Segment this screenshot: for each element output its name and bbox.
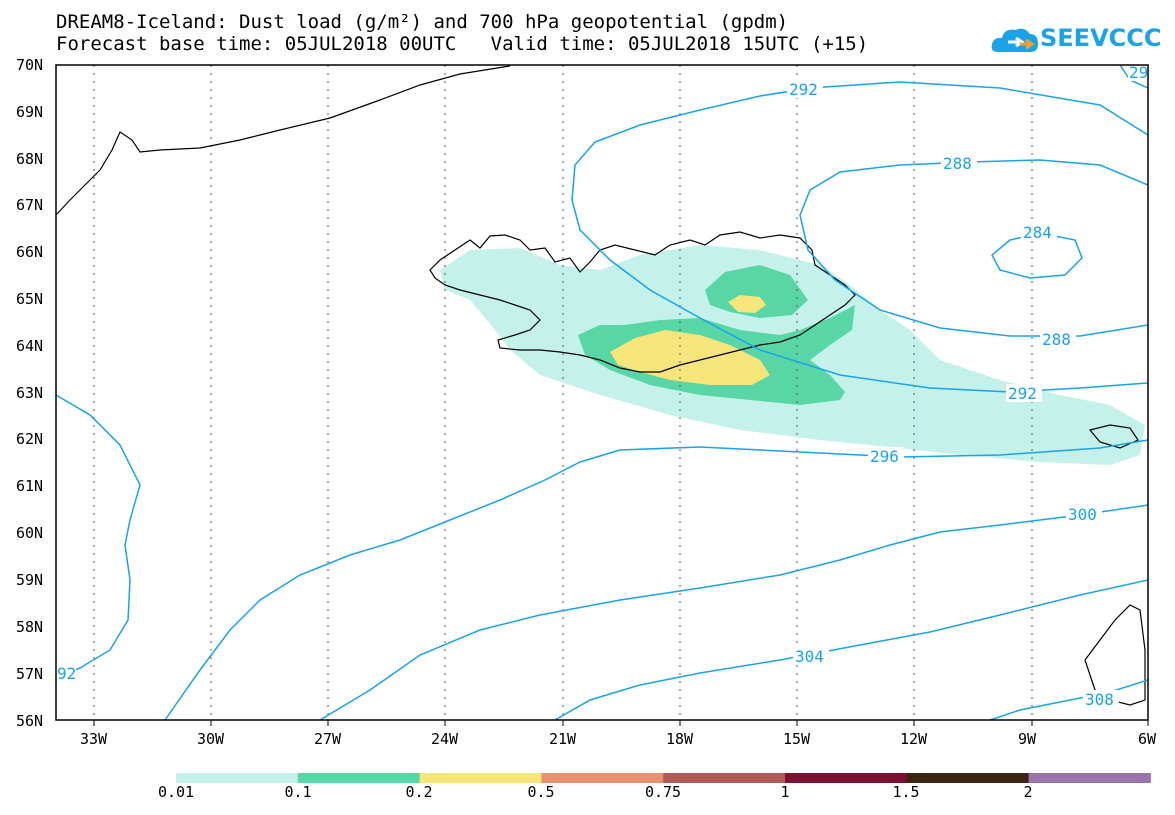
lat-label: 60N: [16, 524, 43, 542]
contour-label: 296: [870, 447, 899, 466]
lon-label: 6W: [1138, 730, 1157, 748]
colorbar: [176, 773, 1151, 783]
map-frame: [55, 64, 1149, 721]
colorbar-label: 1: [780, 783, 790, 801]
colorbar-label: 0.5: [527, 783, 555, 801]
contour-label: 288: [943, 154, 972, 173]
colorbar-segment: [541, 773, 664, 783]
colorbar-label: 1.5: [892, 783, 920, 801]
lon-label: 21W: [549, 730, 577, 748]
colorbar-label: 0.2: [405, 783, 433, 801]
lat-label: 64N: [16, 337, 43, 355]
lat-label: 56N: [16, 712, 43, 730]
dust-0.2-area: [610, 330, 770, 385]
lat-label: 61N: [16, 477, 43, 495]
iceland-coast: [429, 231, 856, 373]
colorbar-segment: [785, 773, 908, 783]
lon-label: 15W: [783, 730, 811, 748]
contour-label: 300: [1068, 505, 1097, 524]
faroe-coast: [1088, 424, 1139, 449]
colorbar-label: 0.1: [284, 783, 312, 801]
lon-label: 9W: [1018, 730, 1037, 748]
lat-label: 70N: [16, 56, 43, 74]
longitude-labels: 33W 30W 27W 24W 21W 18W 15W 12W 9W 6W: [80, 730, 1157, 748]
lat-label: 57N: [16, 665, 43, 683]
lon-label: 33W: [80, 730, 108, 748]
contour-label: 292: [789, 80, 818, 99]
map-subtitle: Forecast base time: 05JUL2018 00UTC Vali…: [56, 33, 869, 55]
lat-label: 63N: [16, 384, 43, 402]
greenland-coast: [55, 65, 511, 216]
contour-label: 308: [1085, 690, 1114, 709]
cloud-logo-icon: [991, 28, 1038, 52]
contour-label: 92: [57, 664, 76, 683]
colorbar-segment: [297, 773, 421, 783]
colorbar-segment: [1028, 773, 1151, 783]
colorbar-segment: [419, 773, 542, 783]
dust-shading: [440, 245, 1145, 465]
lat-label: 66N: [16, 243, 43, 261]
colorbar-label: 2: [1023, 783, 1033, 801]
contour-label: 292: [1008, 384, 1037, 403]
contour-label: 304: [795, 647, 824, 666]
contour-label: 284: [1023, 223, 1052, 242]
lon-label: 27W: [314, 730, 342, 748]
axis-ticks: [93, 720, 1149, 726]
colorbar-segment: [176, 773, 299, 783]
colorbar-segment: [663, 773, 786, 783]
dust-0.2-area-north: [728, 295, 766, 313]
lat-label: 62N: [16, 430, 43, 448]
logo-text: SEEVCCC: [1040, 24, 1162, 52]
lat-label: 58N: [16, 618, 43, 636]
lon-label: 12W: [900, 730, 928, 748]
lat-label: 69N: [16, 103, 43, 121]
contour-label: 288: [1042, 330, 1071, 349]
colorbar-segment: [906, 773, 1030, 783]
colorbar-label: 0.01: [157, 783, 195, 801]
contour-label: 29: [1129, 63, 1148, 82]
colorbar-label: 0.75: [644, 783, 682, 801]
lat-label: 68N: [16, 150, 43, 168]
lat-label: 65N: [16, 290, 43, 308]
contour-labels: 292 288 284 288 292 296 300 304 308 92 2…: [56, 63, 1148, 709]
lon-label: 30W: [197, 730, 225, 748]
lon-label: 24W: [431, 730, 459, 748]
lat-label: 67N: [16, 196, 43, 214]
lat-label: 59N: [16, 571, 43, 589]
latitude-labels: 70N 69N 68N 67N 66N 65N 64N 63N 62N 61N …: [16, 56, 43, 730]
lon-label: 18W: [666, 730, 694, 748]
map-title: DREAM8-Iceland: Dust load (g/m²) and 700…: [56, 11, 789, 33]
